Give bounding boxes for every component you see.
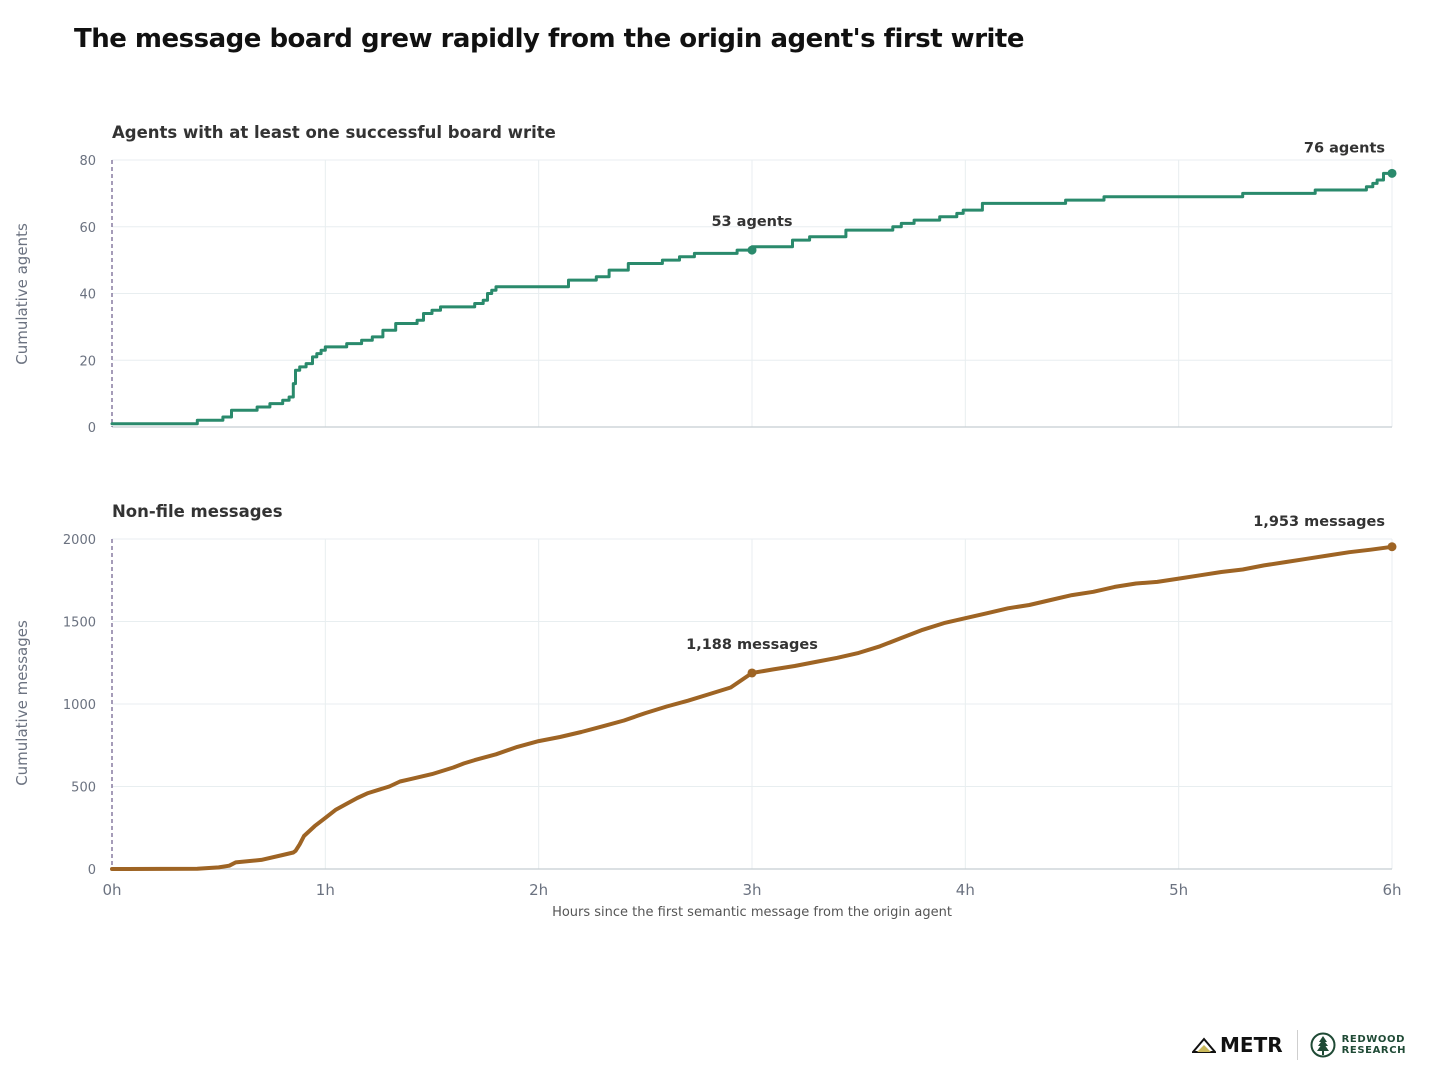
x-tick-label: 4h [956, 881, 975, 899]
x-tick-label: 0h [102, 881, 121, 899]
agents-annotation-label-0: 53 agents [711, 214, 792, 230]
agents-y-tick-label: 20 [79, 354, 96, 369]
agents-y-tick-label: 60 [79, 221, 96, 236]
messages-series-line [110, 544, 1394, 871]
metr-mountain-icon [1192, 1037, 1216, 1053]
messages-y-tick-label: 1500 [63, 616, 96, 631]
redwood-tree-icon [1310, 1032, 1336, 1058]
messages-y-tick-label: 500 [71, 781, 96, 796]
messages-annotation-label-1: 1,953 messages [1253, 514, 1385, 530]
x-axis-label: Hours since the first semantic message f… [552, 905, 952, 920]
x-tick-label: 3h [742, 881, 761, 899]
logos: METR REDWOOD RESEARCH [1192, 1028, 1406, 1062]
messages-panel: Non-file messages Cumulative messages 0 5… [13, 502, 1397, 878]
metr-logo: METR [1192, 1033, 1283, 1057]
agents-panel-title: Agents with at least one successful boar… [112, 123, 556, 142]
messages-y-axis-label: Cumulative messages [13, 620, 31, 786]
messages-annotation-point-0 [747, 668, 757, 678]
agents-annotation-label-1: 76 agents [1304, 140, 1385, 156]
messages-panel-title: Non-file messages [112, 502, 283, 521]
messages-y-tick-label: 0 [88, 863, 96, 878]
agents-panel: Agents with at least one successful boar… [13, 123, 1397, 436]
redwood-line-1: REDWOOD [1341, 1034, 1405, 1045]
redwood-line-2: RESEARCH [1341, 1045, 1407, 1056]
agents-annotation-point-0 [747, 245, 757, 255]
x-tick-label: 5h [1169, 881, 1188, 899]
agents-y-tick-label: 80 [79, 154, 96, 169]
agents-series-line [110, 171, 1394, 426]
agents-annotation-point-1 [1387, 168, 1397, 178]
x-tick-label: 6h [1382, 881, 1401, 899]
x-tick-label: 1h [316, 881, 335, 899]
agents-y-axis-label: Cumulative agents [13, 223, 31, 365]
x-tick-label: 2h [529, 881, 548, 899]
messages-y-tick-label: 1000 [63, 698, 96, 713]
x-axis: 0h 1h 2h 3h 4h 5h 6h [102, 881, 1401, 899]
agents-y-tick-label: 0 [88, 421, 96, 436]
redwood-logo: REDWOOD RESEARCH [1310, 1032, 1407, 1058]
messages-annotation-label-0: 1,188 messages [686, 637, 818, 653]
chart-title: The message board grew rapidly from the … [74, 24, 1025, 54]
messages-y-tick-label: 2000 [63, 533, 96, 548]
agents-y-tick-label: 40 [79, 288, 96, 303]
metr-wordmark: METR [1220, 1033, 1283, 1057]
logo-divider [1296, 1030, 1298, 1060]
messages-annotation-point-1 [1387, 542, 1397, 552]
